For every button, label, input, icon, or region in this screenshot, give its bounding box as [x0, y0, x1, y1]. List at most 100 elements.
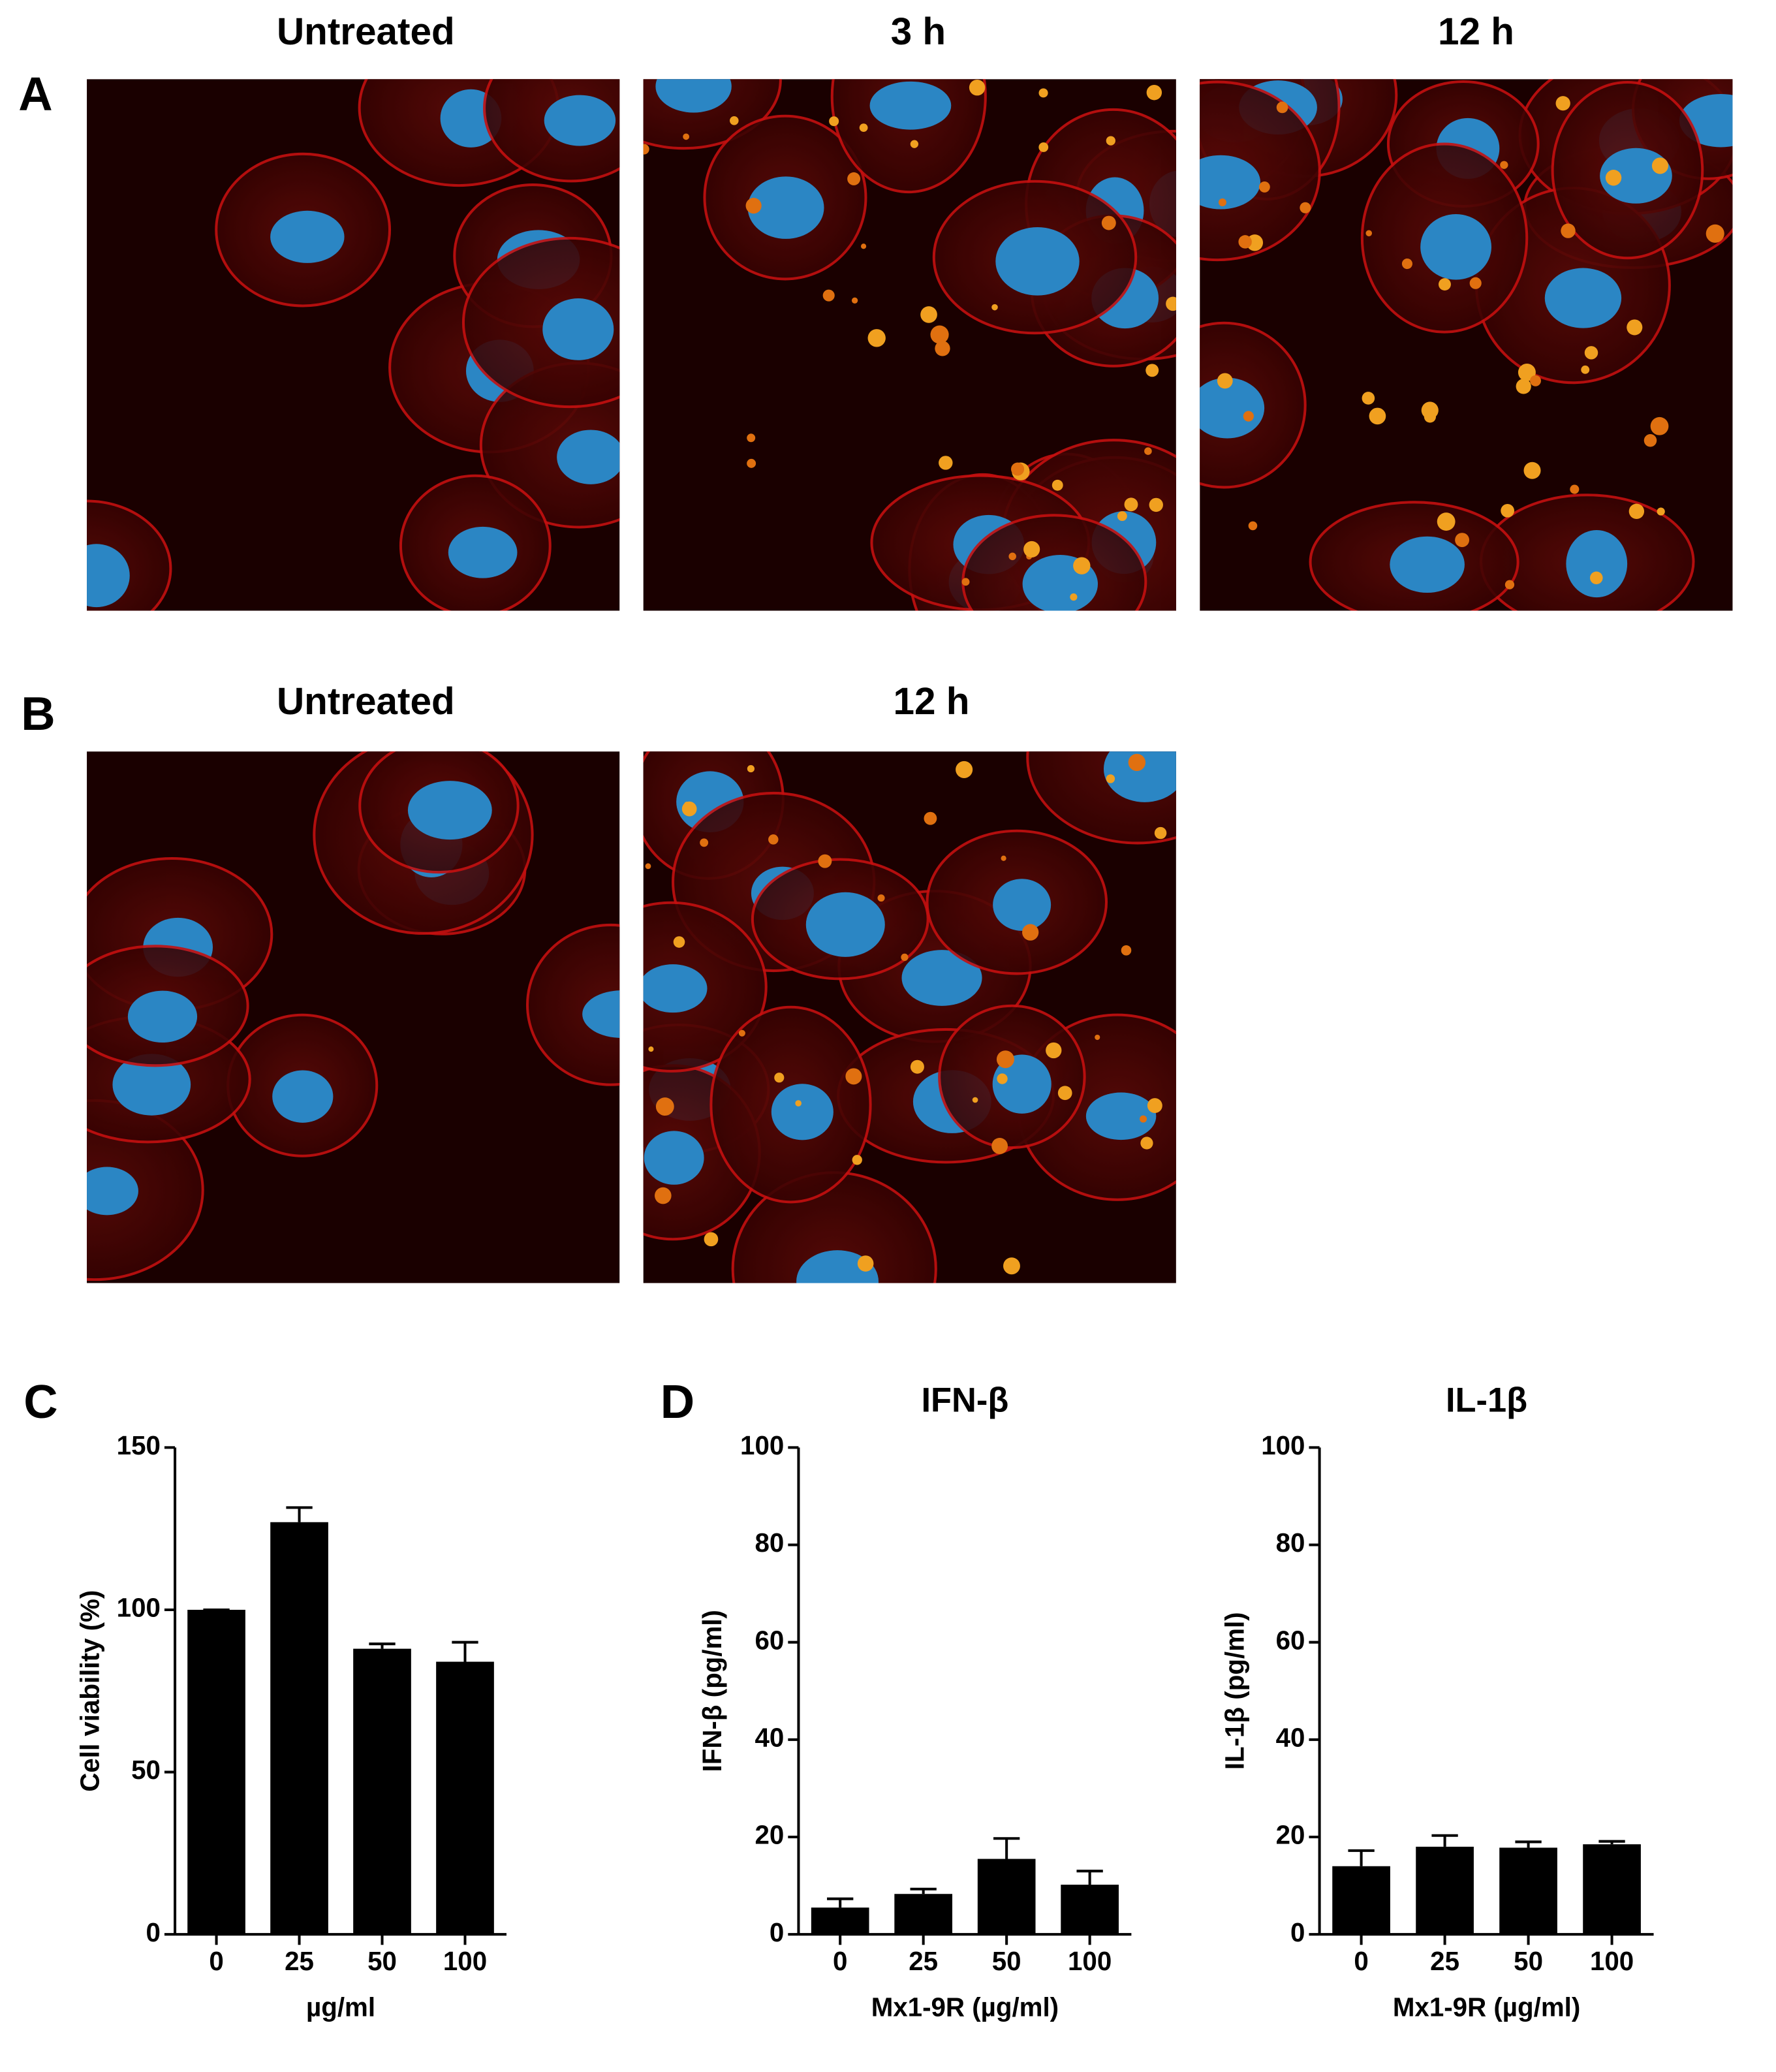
particle: [935, 341, 950, 356]
particle: [1001, 855, 1006, 861]
particle: [1146, 85, 1162, 101]
cell-nucleus: [1103, 751, 1176, 802]
y-tick-label: 20: [755, 1821, 784, 1850]
y-tick-label: 0: [1290, 1918, 1305, 1947]
error-bar: [993, 1837, 1020, 1859]
bar: [811, 1907, 869, 1935]
particle: [1650, 416, 1669, 435]
y-tick-label: 50: [131, 1755, 161, 1785]
particle: [852, 1155, 862, 1165]
cell-nucleus: [270, 210, 345, 263]
particle: [645, 863, 651, 870]
particle: [910, 140, 919, 148]
x-tick-label: 100: [443, 1947, 487, 1976]
y-tick-label: 40: [1276, 1723, 1305, 1752]
error-bar: [1431, 1834, 1458, 1847]
cell-nucleus: [869, 81, 952, 130]
x-tick-label: 100: [1590, 1947, 1634, 1976]
particle: [961, 578, 970, 586]
error-bar: [910, 1887, 937, 1894]
error-bar: [827, 1897, 854, 1908]
bar: [1499, 1847, 1557, 1935]
image-title: 12 h: [894, 680, 970, 723]
particle: [1010, 462, 1025, 476]
image-title: 12 h: [1438, 10, 1514, 53]
particle: [1218, 198, 1226, 206]
cell-nucleus: [582, 990, 620, 1038]
particle: [1154, 826, 1167, 840]
particle: [930, 325, 949, 344]
particle: [1438, 278, 1451, 291]
cell: [526, 923, 620, 1086]
micrograph-content: [643, 751, 1176, 1283]
cell-nucleus: [1200, 377, 1265, 439]
particle: [847, 172, 861, 185]
particle: [655, 1187, 672, 1204]
particle: [1023, 541, 1040, 557]
y-tick-label: 60: [755, 1625, 784, 1655]
cell-nucleus: [1200, 155, 1261, 210]
y-axis-label: Cell viability (%): [76, 1590, 105, 1792]
particle: [1516, 379, 1531, 394]
particle: [822, 289, 835, 302]
particle: [1501, 503, 1514, 518]
particle: [1057, 1086, 1072, 1101]
particle: [996, 1050, 1014, 1069]
particle: [745, 198, 762, 214]
y-tick-label: 100: [740, 1431, 784, 1460]
cell-nucleus: [1390, 536, 1465, 593]
x-tick-label: 100: [1068, 1947, 1112, 1976]
y-tick-label: 80: [1276, 1528, 1305, 1558]
error-bar: [1348, 1849, 1375, 1866]
error-bar: [1076, 1870, 1103, 1885]
y-tick-label: 80: [755, 1528, 784, 1558]
particle: [1128, 753, 1146, 772]
cell-nucleus: [1544, 268, 1622, 328]
particle: [1145, 364, 1159, 377]
cell-nucleus: [87, 544, 130, 608]
y-axis-label: IFN-β (pg/ml): [698, 1610, 727, 1772]
micrograph: [643, 79, 1176, 611]
x-axis-label: Mx1-9R (µg/ml): [871, 1993, 1059, 2022]
particle: [1570, 484, 1580, 494]
cell-nucleus: [407, 781, 492, 840]
particle: [1627, 319, 1643, 336]
panel-label: A: [18, 68, 52, 121]
y-tick-label: 0: [146, 1918, 160, 1947]
particle: [643, 144, 649, 155]
micrograph: [87, 751, 620, 1283]
particle: [1584, 346, 1598, 360]
particle: [1421, 401, 1439, 419]
particle: [969, 79, 986, 96]
particle: [1038, 142, 1049, 152]
y-tick-label: 150: [117, 1431, 161, 1460]
particle: [1500, 161, 1508, 169]
bar: [1061, 1885, 1119, 1935]
particle: [747, 458, 756, 468]
particle: [877, 894, 885, 902]
cell-nucleus: [995, 227, 1080, 296]
particle: [1046, 1042, 1062, 1059]
particle: [1003, 1257, 1020, 1275]
cell-nucleus: [901, 950, 982, 1006]
y-tick-label: 100: [117, 1593, 161, 1623]
particle: [747, 433, 756, 443]
particle: [1238, 235, 1252, 249]
particle: [795, 1100, 802, 1107]
particle: [901, 953, 909, 961]
y-tick-label: 100: [1261, 1431, 1305, 1460]
error-bar: [452, 1640, 478, 1662]
particle: [1052, 479, 1063, 491]
cell-nucleus: [557, 430, 620, 484]
cell-nucleus: [993, 879, 1052, 931]
particle: [655, 1097, 674, 1116]
particle: [1362, 392, 1375, 405]
particle: [1437, 512, 1456, 531]
micrograph-content: [643, 79, 1176, 611]
particle: [861, 243, 867, 249]
particle: [684, 802, 690, 808]
particle: [768, 834, 779, 845]
particle: [1469, 277, 1482, 289]
